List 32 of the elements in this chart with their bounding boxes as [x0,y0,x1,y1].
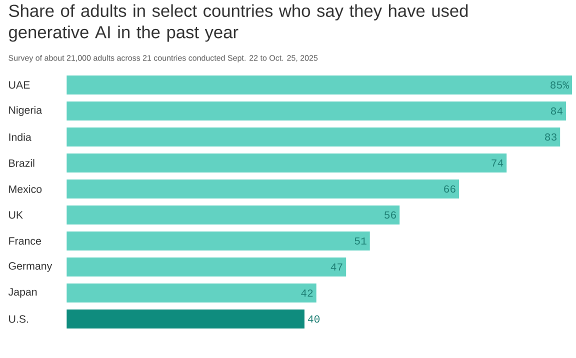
bar [66,284,316,303]
data-label: 42 [301,289,313,297]
bar [66,180,460,199]
data-label: 47 [330,263,342,271]
data-label: 40 [308,315,320,323]
bar [66,154,507,173]
y-tick-label: UK [9,211,23,219]
bar [66,232,370,251]
y-tick-label: Germany [8,262,52,272]
y-tick-label: UAE [9,81,30,89]
bar [66,310,304,329]
bar [66,206,400,225]
y-tick-label: India [9,133,32,141]
y-tick-label: U.S. [9,315,28,323]
bar [66,128,560,147]
data-label: 66 [444,185,456,193]
chart-subtitle: Survey of about 21,000 adults across 21 countries conducted Sept. 22 to Oct. 25, 2025 [8,54,318,62]
bar [66,102,566,121]
y-tick-label: France [9,237,41,245]
y-tick-label: Mexico [9,185,42,193]
y-tick-label: Brazil [9,159,34,167]
data-label: 51 [354,237,366,245]
data-label: 84 [551,107,563,115]
y-tick-label: Japan [8,288,37,298]
bar [66,258,346,277]
bar [66,76,572,95]
data-label: 56 [384,211,396,219]
data-label: 74 [492,159,504,167]
chart-title: Share of adults in select countries who say they have used generative AI in the past year [9,4,468,42]
y-tick-label: Nigeria [9,106,42,116]
data-label: 85% [550,81,570,89]
data-label: 83 [545,133,556,141]
